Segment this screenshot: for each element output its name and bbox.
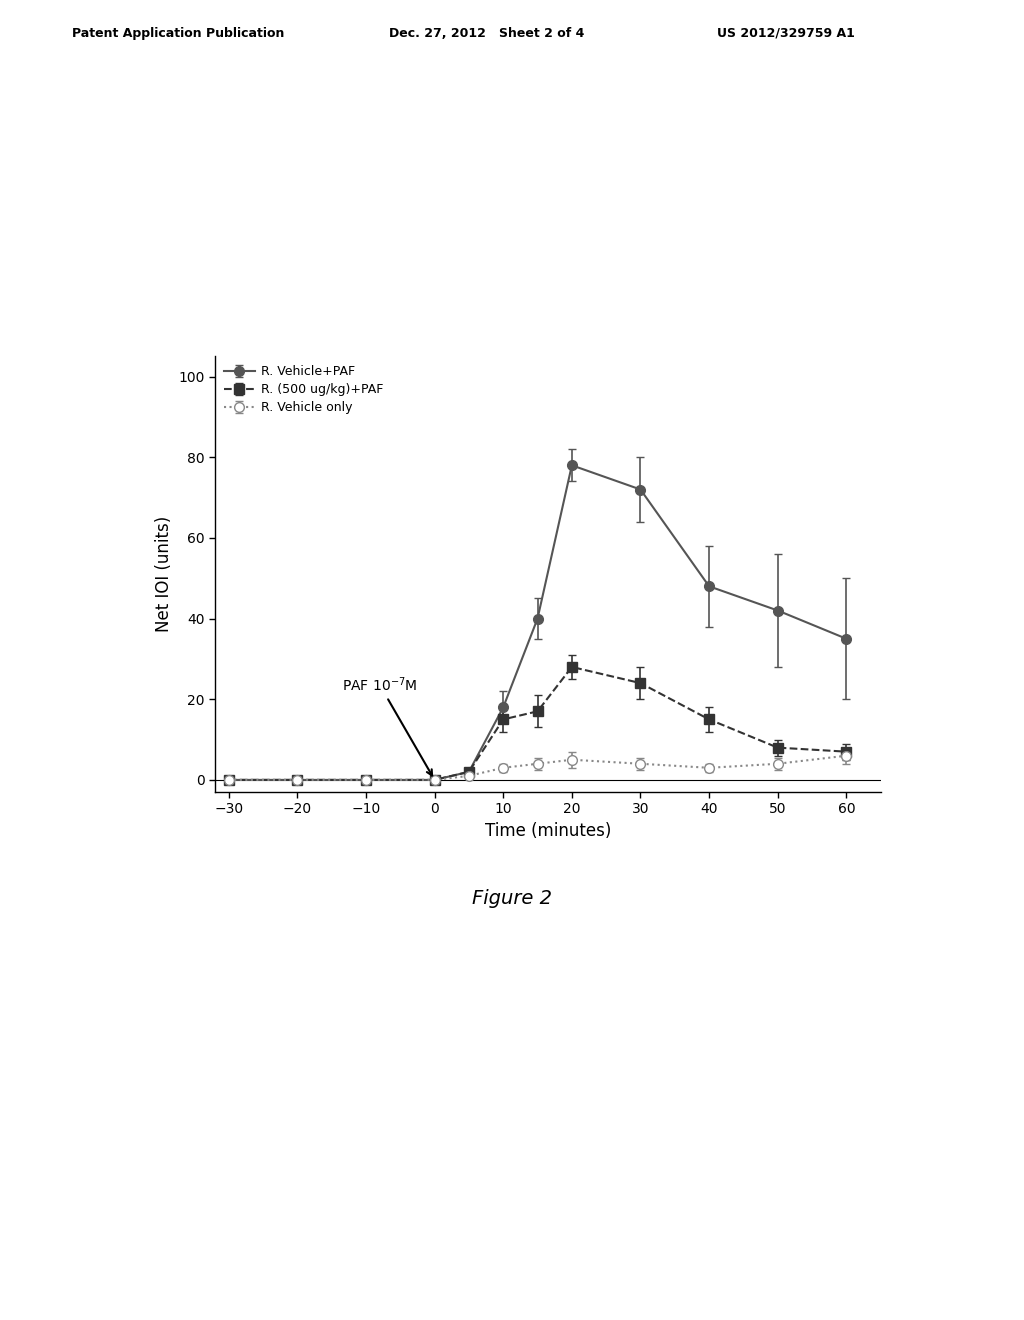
Text: Dec. 27, 2012   Sheet 2 of 4: Dec. 27, 2012 Sheet 2 of 4 [389, 26, 585, 40]
X-axis label: Time (minutes): Time (minutes) [484, 822, 611, 840]
Text: Patent Application Publication: Patent Application Publication [72, 26, 284, 40]
Legend: R. Vehicle+PAF, R. (500 ug/kg)+PAF, R. Vehicle only: R. Vehicle+PAF, R. (500 ug/kg)+PAF, R. V… [221, 363, 386, 417]
Text: US 2012/329759 A1: US 2012/329759 A1 [717, 26, 855, 40]
Text: PAF 10$^{-7}$M: PAF 10$^{-7}$M [342, 676, 432, 775]
Y-axis label: Net IOI (units): Net IOI (units) [155, 516, 173, 632]
Text: Figure 2: Figure 2 [472, 890, 552, 908]
